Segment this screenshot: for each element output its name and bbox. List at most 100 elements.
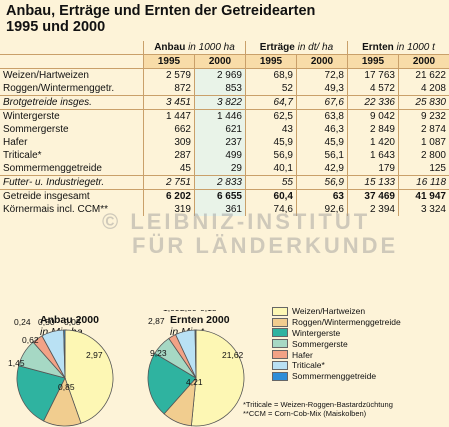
table-cell: 361 (194, 203, 246, 216)
table-cell: 662 (143, 123, 195, 136)
row-label: Brotgetreide insges. (0, 95, 144, 110)
table-row: Wintergerste 1 447 1 446 62,5 63,8 9 042 9 232 (0, 109, 449, 123)
group-header-ernten: Ernten in 1000 t (347, 41, 449, 55)
pie-value-label: 2,87 (148, 316, 165, 326)
row-label: Roggen/Wintermenggetr. (3, 83, 115, 94)
table-cell: 15 133 (347, 175, 399, 190)
legend-item: Weizen/Hartweizen (272, 306, 401, 317)
table-cell: 22 336 (347, 95, 399, 110)
table-cell: 56,1 (296, 149, 348, 162)
table-cell: 60,4 (245, 189, 297, 203)
legend-swatch (272, 371, 288, 381)
pie-charts: 2,97 0,85 1,45 0,62 0,24 0,50 0,03 21,62 4,21 9,… (8, 310, 245, 427)
legend: Weizen/Hartweizen Roggen/Wintermenggetrei… (272, 306, 401, 382)
table-cell: 42,9 (296, 162, 348, 176)
pie-ernten: 21,62 4,21 9,23 2,87 1,092,800,13 (147, 310, 245, 427)
legend-item: Hafer (272, 349, 401, 360)
table-cell: 56,9 (245, 149, 297, 162)
table-cell: 237 (194, 136, 246, 149)
table-cell: 2 394 (347, 203, 399, 216)
pie-value-label: 0,03 (64, 317, 81, 327)
table-cell: 21 622 (398, 68, 449, 82)
data-table: Anbau in 1000 ha Erträge in dt/ ha Ernte… (0, 41, 449, 216)
table-row: Futter- u. Industriegetr. 2 751 2 833 55 56,… (0, 175, 449, 190)
table-cell: 621 (194, 123, 246, 136)
pie-value-label: 0,50 (38, 317, 55, 327)
year-header-row: 1995 2000 1995 2000 1995 2000 (0, 54, 449, 69)
table-cell: 2 751 (143, 175, 195, 190)
year-header: 1995 (347, 54, 399, 69)
table-cell: 1 447 (143, 109, 195, 123)
page-title: Anbau, Erträge und Ernten der Getreidear… (6, 3, 315, 35)
table-cell: 45,9 (245, 136, 297, 149)
table-cell: 1 087 (398, 136, 449, 149)
year-header: 1995 (143, 54, 195, 69)
row-label: Getreide insgesamt (3, 191, 90, 202)
table-cell: 49,3 (296, 82, 348, 96)
pie-value-label: 4,21 (186, 377, 203, 387)
table-cell: 92,6 (296, 203, 348, 216)
table-row: Weizen/Hartweizen 2 579 2 969 68,9 72,8 17 76… (0, 68, 449, 82)
table-cell: 9 042 (347, 109, 399, 123)
pie-value-label: 0,24 (14, 317, 31, 327)
legend-swatch (272, 306, 288, 316)
pie-slice (64, 329, 114, 424)
table-cell: 46,3 (296, 123, 348, 136)
table-row: Roggen/Wintermenggetr. 872 853 52 49,3 4 572 4… (0, 82, 449, 96)
legend-label: Wintergerste (292, 327, 341, 338)
pie-slice (63, 329, 66, 379)
table-cell: 63 (296, 189, 348, 203)
table-cell: 37 469 (347, 189, 399, 203)
year-header: 1995 (245, 54, 297, 69)
pie-value-label: 21,62 (222, 350, 244, 360)
legend-item: Wintergerste (272, 328, 401, 339)
pie-value-label: 0,13 (200, 310, 217, 313)
pie-slice (147, 352, 197, 415)
legend-label: Weizen/Hartweizen (292, 306, 366, 317)
year-header: 2000 (296, 54, 348, 69)
table-cell: 1 643 (347, 149, 399, 162)
legend-label: Triticale* (292, 360, 325, 371)
pie-value-label: 2,97 (86, 350, 103, 360)
group-header-row: Anbau in 1000 ha Erträge in dt/ ha Ernte… (0, 41, 449, 55)
table-cell: 74,6 (245, 203, 297, 216)
table-cell: 2 800 (398, 149, 449, 162)
table-cell: 125 (398, 162, 449, 176)
table-cell: 1 446 (194, 109, 246, 123)
legend-swatch (272, 328, 288, 338)
table-cell: 67,6 (296, 95, 348, 110)
table-cell: 3 451 (143, 95, 195, 110)
table-row: Sommermenggetreide 45 29 40,1 42,9 179 125 (0, 162, 449, 176)
legend-swatch (272, 339, 288, 349)
table-row: Sommergerste 662 621 43 46,3 2 849 2 874 (0, 123, 449, 136)
title-line-2: 1995 und 2000 (6, 19, 106, 35)
row-label: Hafer (3, 137, 28, 148)
table-row: Körnermais incl. CCM** 319 361 74,6 92,6 2 39… (0, 203, 449, 216)
footnote-triticale: *Triticale = Weizen-Roggen-Bastardzüchtu… (243, 400, 393, 409)
row-label: Sommergerste (3, 124, 69, 135)
watermark: © LEIBNIZ-INSTITUT FÜR LÄNDERKUNDE (102, 209, 399, 258)
table-cell: 9 232 (398, 109, 449, 123)
pie-value-label: 9,23 (150, 348, 167, 358)
group-header-anbau: Anbau in 1000 ha (143, 41, 246, 55)
legend-item: Sommergerste (272, 338, 401, 349)
table-cell: 64,7 (245, 95, 297, 110)
year-header: 2000 (398, 54, 449, 69)
table-cell: 72,8 (296, 68, 348, 82)
table-cell: 2 833 (194, 175, 246, 190)
table-cell: 499 (194, 149, 246, 162)
table-cell: 17 763 (347, 68, 399, 82)
table-cell: 43 (245, 123, 297, 136)
pie-value-label: 1,09 (163, 310, 180, 313)
row-label: Triticale* (3, 150, 42, 161)
table-cell: 319 (143, 203, 195, 216)
table-cell: 41 947 (398, 189, 449, 203)
table-cell: 16 118 (398, 175, 449, 190)
table-cell: 287 (143, 149, 195, 162)
legend-swatch (272, 350, 288, 360)
table-cell: 29 (194, 162, 246, 176)
row-label: Wintergerste (3, 111, 60, 122)
pie-value-label: 1,45 (8, 358, 25, 368)
pie-anbau: 2,97 0,85 1,45 0,62 0,24 0,50 0,03 (8, 317, 114, 427)
table-cell: 6 202 (143, 189, 195, 203)
